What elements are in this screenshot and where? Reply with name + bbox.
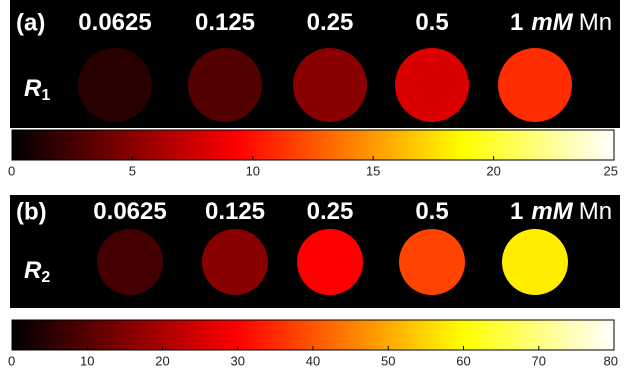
phantom-well xyxy=(502,229,568,295)
panel-label: (a) xyxy=(16,9,45,36)
element: Mn xyxy=(579,198,612,225)
concentration: 0.5 xyxy=(415,198,448,225)
colorbar-tick-label: 30 xyxy=(231,353,245,368)
concentration: 1 xyxy=(510,9,523,36)
concentration-label: 0.0625 xyxy=(93,198,166,225)
concentration: 0.125 xyxy=(205,198,265,225)
colorbar xyxy=(12,320,614,350)
phantom-well xyxy=(202,229,268,295)
unit: mM xyxy=(531,198,573,225)
concentration: 0.25 xyxy=(307,9,354,36)
colorbar-tick-label: 25 xyxy=(604,163,618,178)
concentration-label: 0.125 xyxy=(195,9,255,36)
quantity: R xyxy=(24,75,42,102)
colorbar-tick-label: 40 xyxy=(306,353,320,368)
panel-label: (b) xyxy=(16,198,47,225)
phantom-well xyxy=(399,229,465,295)
colorbar-tick-label: 10 xyxy=(246,163,260,178)
colorbar xyxy=(12,130,614,160)
colorbar-tick-label: 50 xyxy=(381,353,395,368)
concentration-label: 0.0625 xyxy=(78,9,151,36)
concentration-label: 0.5 xyxy=(415,198,448,225)
colorbar-tick-label: 10 xyxy=(80,353,94,368)
concentration: 0.5 xyxy=(415,9,448,36)
unit: mM xyxy=(531,9,573,36)
phantom-well xyxy=(97,229,163,295)
colorbar-tick-label: 5 xyxy=(129,163,136,178)
concentration: 0.0625 xyxy=(78,9,151,36)
phantom-well xyxy=(297,229,363,295)
phantom-well xyxy=(78,48,152,122)
figure: (a)R10.06250.1250.250.51mMMn0510152025(b… xyxy=(0,0,624,371)
concentration: 0.125 xyxy=(195,9,255,36)
phantom-well xyxy=(188,48,262,122)
element: Mn xyxy=(579,9,612,36)
phantom-well xyxy=(498,48,572,122)
colorbar-tick-label: 15 xyxy=(366,163,380,178)
quantity: R xyxy=(24,257,42,284)
concentration-label: 0.125 xyxy=(205,198,265,225)
concentration: 0.25 xyxy=(307,198,354,225)
concentration-label: 0.25 xyxy=(307,198,354,225)
phantom-well xyxy=(293,48,367,122)
colorbar-tick-label: 0 xyxy=(8,163,15,178)
colorbar-tick-label: 0 xyxy=(8,353,15,368)
quantity-subscript: 2 xyxy=(41,269,50,286)
colorbar-tick-label: 20 xyxy=(155,353,169,368)
colorbar-tick-label: 80 xyxy=(604,353,618,368)
quantity-subscript: 1 xyxy=(41,87,50,104)
colorbar-tick-label: 20 xyxy=(486,163,500,178)
concentration-label: 0.25 xyxy=(307,9,354,36)
concentration-label: 0.5 xyxy=(415,9,448,36)
phantom-well xyxy=(395,48,469,122)
colorbar-tick-label: 60 xyxy=(456,353,470,368)
concentration: 1 xyxy=(510,198,523,225)
concentration: 0.0625 xyxy=(93,198,166,225)
colorbar-tick-label: 70 xyxy=(532,353,546,368)
